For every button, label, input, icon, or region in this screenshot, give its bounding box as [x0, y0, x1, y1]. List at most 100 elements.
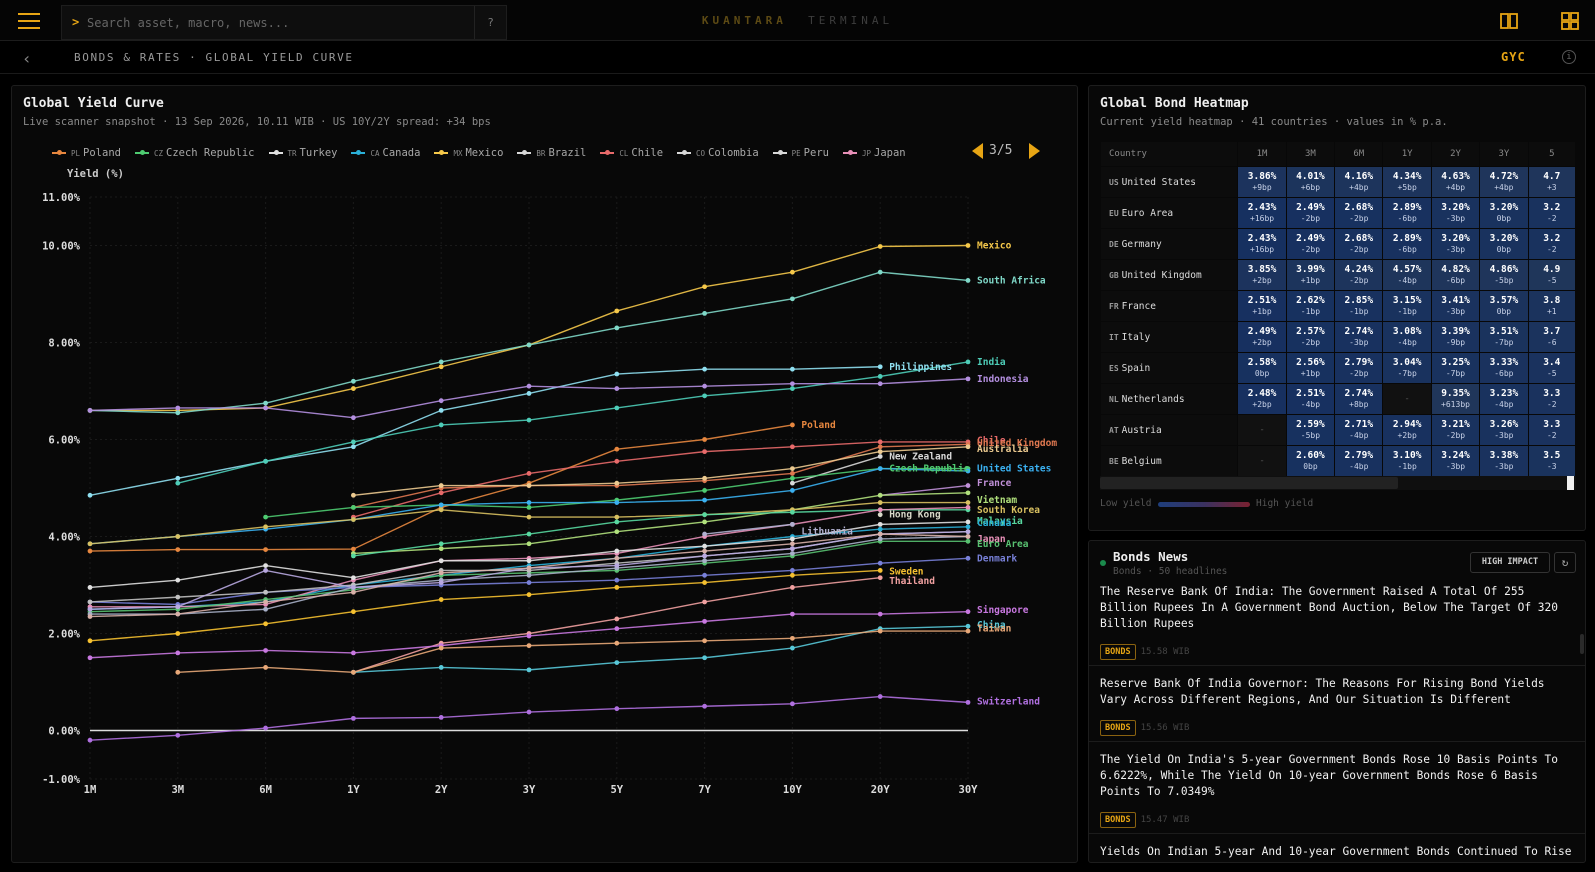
- heatmap-header[interactable]: 5: [1528, 142, 1575, 166]
- yield-cell[interactable]: 2.51% -4bp: [1286, 384, 1335, 414]
- yield-cell[interactable]: 2.51% +1bp: [1238, 291, 1286, 321]
- yield-cell[interactable]: 4.16% +4bp: [1335, 167, 1383, 197]
- heatmap-header[interactable]: 6M: [1335, 142, 1383, 166]
- yield-cell[interactable]: 4.63% +4bp: [1431, 167, 1480, 197]
- yield-cell[interactable]: 3.26% -3bp: [1480, 415, 1528, 445]
- news-headline[interactable]: The Yield On India's 5-year Government B…: [1100, 753, 1559, 798]
- heatmap-row[interactable]: FR France 2.51% +1bp 2.62% -1bp 2.85% -1bp 3.15%…: [1101, 291, 1575, 321]
- yield-cell[interactable]: 3.20% -3bp: [1431, 198, 1480, 228]
- legend-item[interactable]: BR Brazil: [517, 147, 586, 159]
- legend-item[interactable]: PE Peru: [772, 147, 829, 159]
- yield-cell[interactable]: 3.20% 0bp: [1480, 198, 1528, 228]
- news-item[interactable]: The Reserve Bank Of India: The Governmen…: [1089, 584, 1585, 666]
- yield-cell[interactable]: 2.48% +2bp: [1238, 384, 1286, 414]
- yield-cell[interactable]: 3.25% -7bp: [1431, 353, 1480, 383]
- yield-cell[interactable]: 2.79% -2bp: [1335, 353, 1383, 383]
- heatmap-header[interactable]: Country: [1101, 142, 1238, 166]
- yield-cell[interactable]: 4.72% +4bp: [1480, 167, 1528, 197]
- news-item[interactable]: The Yield On India's 5-year Government B…: [1089, 752, 1585, 834]
- yield-cell[interactable]: 2.71% -4bp: [1335, 415, 1383, 445]
- legend-item[interactable]: CO Colombia: [677, 147, 759, 159]
- yield-cell[interactable]: 2.49% -2bp: [1286, 198, 1335, 228]
- heatmap-header[interactable]: 2Y: [1431, 142, 1480, 166]
- search-box[interactable]: > ?: [61, 5, 507, 40]
- yield-cell[interactable]: 3.41% -3bp: [1431, 291, 1480, 321]
- yield-cell[interactable]: 3.39% -9bp: [1431, 322, 1480, 352]
- heatmap-row[interactable]: IT Italy 2.49% +2bp 2.57% -2bp 2.74% -3bp 3.08% -…: [1101, 322, 1575, 352]
- yield-cell[interactable]: 2.79% -4bp: [1335, 446, 1383, 476]
- yield-cell[interactable]: 2.43% +16bp: [1238, 198, 1286, 228]
- yield-cell[interactable]: 2.89% -6bp: [1383, 198, 1431, 228]
- yield-cell[interactable]: 2.89% -6bp: [1383, 229, 1431, 259]
- yield-cell[interactable]: 3.2 -2: [1528, 229, 1575, 259]
- yield-cell[interactable]: 3.20% -3bp: [1431, 229, 1480, 259]
- vertical-scrollbar[interactable]: [1580, 634, 1584, 654]
- heatmap-header[interactable]: 1M: [1238, 142, 1286, 166]
- yield-cell[interactable]: 3.15% -1bp: [1383, 291, 1431, 321]
- yield-cell[interactable]: 4.82% -6bp: [1431, 260, 1480, 290]
- heatmap-row[interactable]: BE Belgium -2.60% 0bp 2.79% -4bp 3.10% -1bp 3.24…: [1101, 446, 1575, 476]
- heatmap-table-wrap[interactable]: Country 1M 3M 6M 1Y 2Y 3Y 5 US United States 3.86%…: [1100, 141, 1576, 476]
- heatmap-row[interactable]: EU Euro Area 2.43% +16bp 2.49% -2bp 2.68% -2bp 2…: [1101, 198, 1575, 228]
- yield-cell[interactable]: 3.5 -3: [1528, 446, 1575, 476]
- back-arrow-icon[interactable]: ‹: [22, 49, 32, 68]
- heatmap-row[interactable]: ES Spain 2.58% 0bp 2.56% +1bp 2.79% -2bp 3.04% -7…: [1101, 353, 1575, 383]
- yield-cell[interactable]: 3.33% -6bp: [1480, 353, 1528, 383]
- yield-cell[interactable]: 3.04% -7bp: [1383, 353, 1431, 383]
- yield-cell[interactable]: 3.99% +1bp: [1286, 260, 1335, 290]
- heatmap-row[interactable]: NL Netherlands 2.48% +2bp 2.51% -4bp 2.74% +8bp…: [1101, 384, 1575, 414]
- yield-cell[interactable]: 3.7 -6: [1528, 322, 1575, 352]
- yield-cell[interactable]: 3.86% +9bp: [1238, 167, 1286, 197]
- yield-cell[interactable]: 2.62% -1bp: [1286, 291, 1335, 321]
- heatmap-header[interactable]: 1Y: [1383, 142, 1431, 166]
- yield-cell[interactable]: 3.24% -3bp: [1431, 446, 1480, 476]
- yield-cell[interactable]: 2.59% -5bp: [1286, 415, 1335, 445]
- legend-item[interactable]: CL Chile: [600, 147, 663, 159]
- heatmap-row[interactable]: GB United Kingdom 3.85% +2bp 3.99% +1bp 4.24% -…: [1101, 260, 1575, 290]
- yield-cell[interactable]: 9.35% +613bp: [1431, 384, 1480, 414]
- yield-cell[interactable]: 2.94% +2bp: [1383, 415, 1431, 445]
- menu-icon[interactable]: [14, 10, 44, 32]
- heatmap-header[interactable]: 3M: [1286, 142, 1335, 166]
- yield-cell[interactable]: 4.34% +5bp: [1383, 167, 1431, 197]
- yield-cell[interactable]: -: [1238, 415, 1286, 445]
- legend-item[interactable]: CZ Czech Republic: [134, 147, 255, 159]
- yield-cell[interactable]: 2.60% 0bp: [1286, 446, 1335, 476]
- yield-cell[interactable]: 3.3 -2: [1528, 384, 1575, 414]
- news-headline[interactable]: The Reserve Bank Of India: The Governmen…: [1100, 585, 1559, 630]
- yield-cell[interactable]: 3.57% 0bp: [1480, 291, 1528, 321]
- help-button[interactable]: ?: [474, 6, 506, 39]
- yield-cell[interactable]: 4.9 -5: [1528, 260, 1575, 290]
- columns-icon[interactable]: [1499, 11, 1519, 31]
- prev-page-button[interactable]: [972, 143, 983, 159]
- legend-item[interactable]: JP Japan: [842, 147, 906, 159]
- refresh-button[interactable]: ↻: [1554, 552, 1576, 573]
- legend-item[interactable]: MX Mexico: [434, 147, 503, 159]
- yield-cell[interactable]: 3.20% 0bp: [1480, 229, 1528, 259]
- horizontal-scrollbar[interactable]: [1100, 476, 1576, 490]
- heatmap-row[interactable]: AT Austria -2.59% -5bp 2.71% -4bp 2.94% +2bp 3.2…: [1101, 415, 1575, 445]
- news-headline[interactable]: Yields On Indian 5-year And 10-year Gove…: [1100, 845, 1572, 858]
- yield-cell[interactable]: 2.74% +8bp: [1335, 384, 1383, 414]
- yield-cell[interactable]: 3.8 +1: [1528, 291, 1575, 321]
- yield-cell[interactable]: 4.01% +6bp: [1286, 167, 1335, 197]
- yield-cell[interactable]: 2.49% +2bp: [1238, 322, 1286, 352]
- yield-cell[interactable]: 3.51% -7bp: [1480, 322, 1528, 352]
- heatmap-header[interactable]: 3Y: [1480, 142, 1528, 166]
- legend-item[interactable]: PL Poland: [52, 147, 121, 159]
- yield-cell[interactable]: 3.23% -4bp: [1480, 384, 1528, 414]
- legend-item[interactable]: CA Canada: [351, 147, 420, 159]
- high-impact-button[interactable]: HIGH IMPACT: [1470, 552, 1550, 573]
- yield-cell[interactable]: -: [1238, 446, 1286, 476]
- info-icon[interactable]: i: [1562, 50, 1576, 64]
- heatmap-row[interactable]: US United States 3.86% +9bp 4.01% +6bp 4.16% +4…: [1101, 167, 1575, 197]
- yield-cell[interactable]: 2.74% -3bp: [1335, 322, 1383, 352]
- news-headline[interactable]: Reserve Bank Of India Governor: The Reas…: [1100, 677, 1545, 706]
- search-input[interactable]: [87, 13, 477, 33]
- yield-cell[interactable]: 3.2 -2: [1528, 198, 1575, 228]
- yield-cell[interactable]: 3.21% -2bp: [1431, 415, 1480, 445]
- yield-cell[interactable]: 3.4 -5: [1528, 353, 1575, 383]
- yield-cell[interactable]: 4.86% -5bp: [1480, 260, 1528, 290]
- yield-cell[interactable]: 2.43% +16bp: [1238, 229, 1286, 259]
- yield-cell[interactable]: 2.58% 0bp: [1238, 353, 1286, 383]
